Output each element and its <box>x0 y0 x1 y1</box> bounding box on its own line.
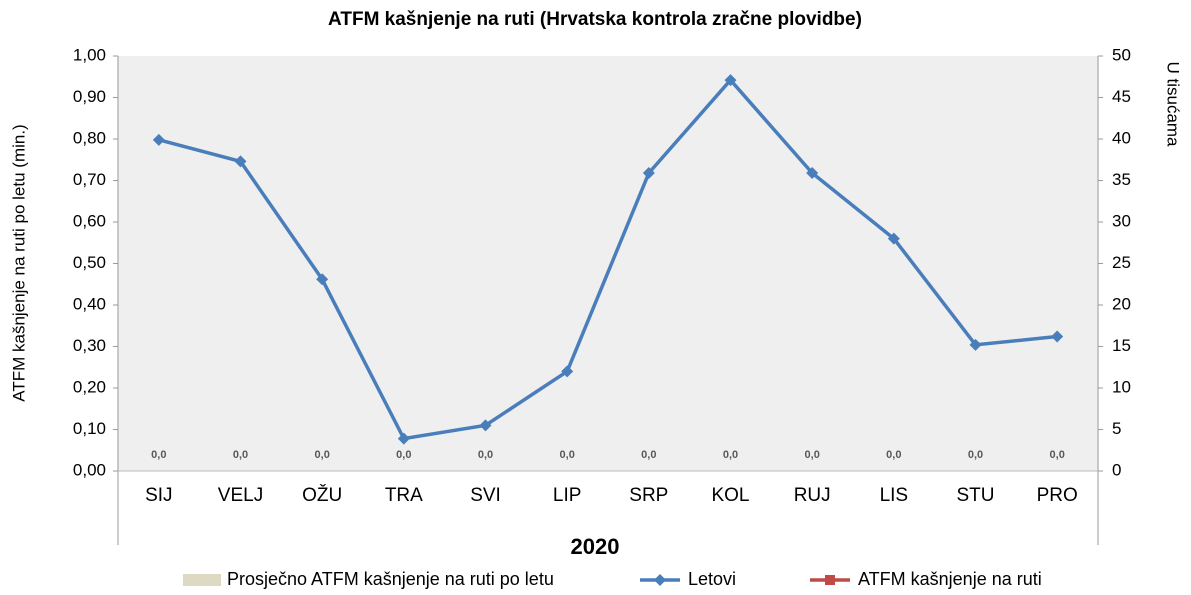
legend-label: ATFM kašnjenje na ruti <box>858 569 1042 589</box>
legend-marker <box>825 575 835 585</box>
y2-tick-label: 5 <box>1112 419 1121 438</box>
data-label: 0,0 <box>641 449 656 461</box>
legend-label: Letovi <box>688 569 736 589</box>
y-tick-label: 0,50 <box>73 253 106 272</box>
y2-tick-label: 0 <box>1112 460 1121 479</box>
y-tick-label: 0,10 <box>73 419 106 438</box>
y2-tick-label: 50 <box>1112 45 1131 64</box>
data-label: 0,0 <box>315 449 330 461</box>
x-tick-label: LIS <box>880 485 909 506</box>
data-label: 0,0 <box>233 449 248 461</box>
marker <box>887 232 900 245</box>
marker <box>806 167 819 180</box>
y-tick-label: 0,60 <box>73 211 106 230</box>
data-label: 0,0 <box>478 449 493 461</box>
x-tick-label: TRA <box>385 485 423 506</box>
y2-tick-label: 10 <box>1112 377 1131 396</box>
y2-axis-title: U tisućama <box>1164 61 1183 147</box>
x-tick-label: SVI <box>470 485 501 506</box>
x-axis-title: 2020 <box>571 534 620 559</box>
data-label: 0,0 <box>723 449 738 461</box>
marker <box>724 74 737 87</box>
data-label: 0,0 <box>805 449 820 461</box>
marker <box>479 419 492 432</box>
y-tick-label: 0,70 <box>73 170 106 189</box>
marker <box>642 167 655 180</box>
marker <box>397 432 410 445</box>
chart-title: ATFM kašnjenje na ruti (Hrvatska kontrol… <box>328 9 862 30</box>
data-label: 0,0 <box>886 449 901 461</box>
x-tick-label: SIJ <box>145 485 172 506</box>
y-tick-label: 0,20 <box>73 377 106 396</box>
x-tick-label: VELJ <box>218 485 263 506</box>
data-label: 0,0 <box>968 449 983 461</box>
data-label: 0,0 <box>1050 449 1065 461</box>
data-label: 0,0 <box>151 449 166 461</box>
y-tick-label: 0,30 <box>73 336 106 355</box>
x-tick-label: RUJ <box>794 485 831 506</box>
marker <box>152 133 165 146</box>
data-label: 0,0 <box>396 449 411 461</box>
y-tick-label: 1,00 <box>73 45 106 64</box>
marker <box>1051 330 1064 343</box>
marker <box>969 338 982 351</box>
x-tick-label: SRP <box>629 485 668 506</box>
y2-tick-label: 30 <box>1112 211 1131 230</box>
x-tick-label: LIP <box>553 485 582 506</box>
y-tick-label: 0,80 <box>73 128 106 147</box>
y-axis-title: ATFM kašnjenje na ruti po letu (min.) <box>9 124 28 401</box>
marker <box>561 365 574 378</box>
legend-swatch <box>183 574 221 586</box>
y2-tick-label: 25 <box>1112 253 1131 272</box>
y2-tick-label: 20 <box>1112 294 1131 313</box>
y2-tick-label: 35 <box>1112 170 1131 189</box>
y-tick-label: 0,40 <box>73 294 106 313</box>
y-tick-label: 0,90 <box>73 87 106 106</box>
legend-marker <box>654 574 666 586</box>
x-tick-label: OŽU <box>302 484 342 506</box>
y2-tick-label: 45 <box>1112 87 1131 106</box>
marker <box>316 273 329 286</box>
y2-tick-label: 15 <box>1112 336 1131 355</box>
plot-area <box>118 56 1098 471</box>
y2-tick-label: 40 <box>1112 128 1131 147</box>
line <box>158 77 1058 441</box>
y-tick-label: 0,00 <box>73 460 106 479</box>
legend-label: Prosječno ATFM kašnjenje na ruti po letu <box>227 569 554 589</box>
x-tick-label: KOL <box>711 485 749 506</box>
data-label: 0,0 <box>560 449 575 461</box>
x-tick-label: PRO <box>1037 485 1078 506</box>
x-tick-label: STU <box>957 485 995 506</box>
marker <box>234 155 247 168</box>
